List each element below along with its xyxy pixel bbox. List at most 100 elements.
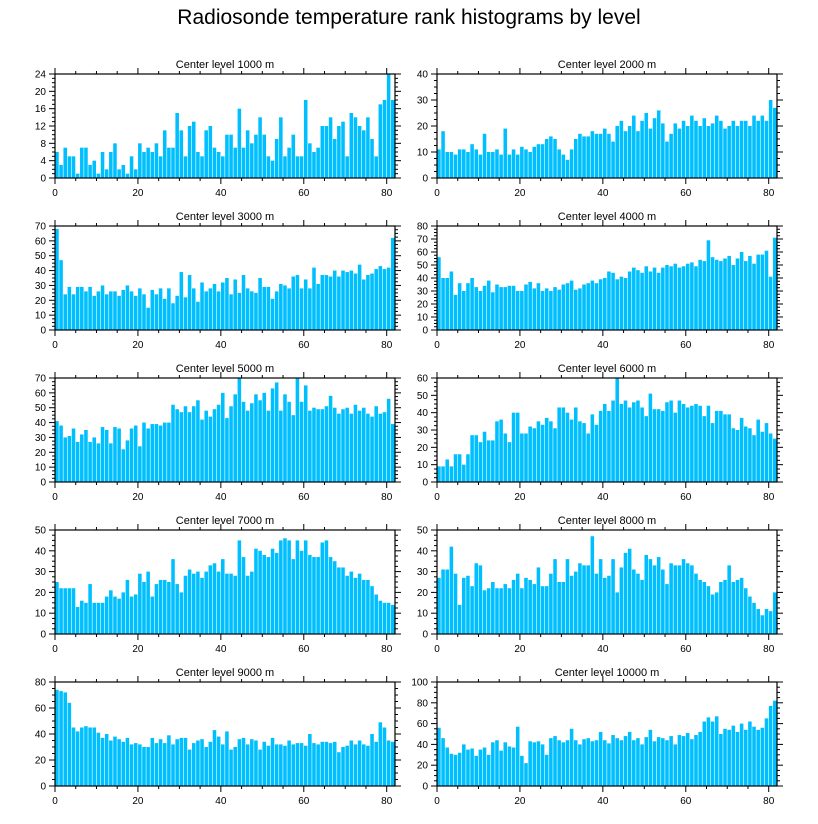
histogram-bar bbox=[378, 266, 383, 330]
histogram-bar bbox=[291, 744, 296, 786]
histogram-bar bbox=[357, 264, 362, 330]
histogram-bar bbox=[237, 739, 242, 786]
histogram-bar bbox=[457, 149, 462, 178]
histogram-bar bbox=[640, 579, 644, 634]
histogram-bar bbox=[308, 554, 312, 634]
histogram-bar bbox=[598, 731, 603, 786]
histogram-bar bbox=[366, 413, 370, 482]
y-tick-label: 0 bbox=[40, 478, 46, 489]
histogram-bar bbox=[154, 584, 159, 634]
histogram-bar bbox=[706, 717, 711, 786]
x-tick-label: 0 bbox=[434, 492, 440, 503]
histogram-bar bbox=[573, 571, 578, 634]
histogram-bar bbox=[291, 415, 296, 482]
histogram-bar bbox=[274, 291, 279, 330]
y-tick-label: 0 bbox=[422, 630, 428, 641]
histogram-bar bbox=[216, 152, 221, 178]
histogram-bar bbox=[291, 134, 296, 178]
histogram-bar bbox=[262, 286, 267, 330]
histogram-bar bbox=[549, 738, 553, 786]
histogram-bar bbox=[615, 279, 619, 330]
histogram-bar bbox=[345, 575, 349, 634]
histogram-bar bbox=[196, 400, 200, 482]
histogram-bar bbox=[370, 273, 374, 330]
histogram-bar bbox=[361, 407, 366, 482]
panel-title: Center level 2000 m bbox=[558, 59, 656, 71]
histogram-bar bbox=[63, 437, 67, 482]
histogram-bar bbox=[698, 126, 702, 178]
histogram-bar bbox=[495, 284, 499, 330]
y-tick-label: 50 bbox=[417, 526, 429, 537]
histogram-bar bbox=[714, 592, 719, 634]
histogram-bar bbox=[702, 721, 707, 786]
histogram-bar bbox=[117, 428, 121, 482]
histogram-bar bbox=[619, 404, 624, 482]
histogram-bar bbox=[698, 579, 702, 634]
histogram-bar bbox=[63, 692, 67, 786]
histogram-bar bbox=[474, 563, 479, 634]
histogram-bar bbox=[661, 123, 665, 178]
histogram-bar bbox=[183, 737, 188, 786]
histogram-bar bbox=[158, 579, 163, 634]
y-tick-label: 60 bbox=[417, 719, 429, 730]
histogram-bar bbox=[573, 289, 578, 330]
histogram-bar bbox=[536, 741, 541, 786]
histogram-bar bbox=[208, 126, 213, 178]
histogram-bar bbox=[690, 115, 694, 178]
histogram-bar bbox=[245, 575, 250, 634]
histogram-bar bbox=[361, 744, 366, 786]
histogram-bar bbox=[117, 295, 121, 330]
y-tick-label: 20 bbox=[35, 448, 47, 459]
histogram-bar bbox=[768, 705, 773, 786]
histogram-bar bbox=[129, 291, 134, 330]
histogram-bar bbox=[150, 596, 155, 634]
histogram-bar bbox=[665, 402, 669, 482]
histogram-bar bbox=[80, 434, 84, 482]
histogram-bar bbox=[154, 424, 159, 482]
histogram-bar bbox=[55, 152, 59, 178]
histogram-bar bbox=[303, 745, 308, 786]
histogram-bar bbox=[478, 291, 483, 330]
histogram-bar bbox=[578, 744, 582, 786]
histogram-bar bbox=[573, 407, 578, 482]
x-tick-label: 40 bbox=[215, 340, 227, 351]
x-tick-label: 60 bbox=[298, 492, 310, 503]
histogram-bar bbox=[549, 573, 553, 634]
histogram-bar bbox=[229, 294, 233, 330]
y-tick-label: 20 bbox=[417, 588, 429, 599]
histogram-bar bbox=[71, 294, 76, 330]
histogram-bar bbox=[200, 739, 204, 786]
histogram-bar bbox=[503, 742, 508, 786]
histogram-bar bbox=[723, 728, 727, 786]
histogram-bar bbox=[669, 266, 673, 330]
chart-panel: Center level 3000 m 0 20 40 60 80 0 10 20 30 40 50 6… bbox=[35, 211, 401, 351]
histogram-bar bbox=[719, 734, 723, 786]
histogram-bar bbox=[374, 594, 378, 634]
histogram-bar bbox=[332, 139, 337, 178]
histogram-bar bbox=[96, 443, 101, 482]
histogram-bar bbox=[258, 278, 262, 330]
histogram-bar bbox=[652, 267, 657, 330]
histogram-bar bbox=[88, 584, 92, 634]
histogram-bar bbox=[702, 118, 707, 178]
histogram-bar bbox=[586, 738, 590, 786]
histogram-bar bbox=[125, 285, 130, 330]
histogram-bar bbox=[250, 143, 254, 178]
histogram-bar bbox=[748, 596, 752, 634]
histogram-bar bbox=[279, 117, 283, 178]
histogram-bar bbox=[250, 403, 254, 482]
histogram-bar bbox=[462, 291, 466, 330]
histogram-bar bbox=[644, 554, 649, 634]
histogram-bar bbox=[138, 143, 142, 178]
histogram-bar bbox=[138, 446, 142, 482]
histogram-bar bbox=[299, 550, 304, 634]
histogram-bar bbox=[316, 147, 320, 178]
histogram-bar bbox=[353, 577, 358, 634]
histogram-bar bbox=[386, 740, 391, 786]
histogram-bar bbox=[150, 424, 155, 482]
histogram-bar bbox=[241, 557, 246, 634]
panel-title: Center level 10000 m bbox=[555, 667, 660, 679]
histogram-bar bbox=[561, 407, 566, 482]
histogram-bar bbox=[357, 410, 362, 482]
histogram-bar bbox=[179, 272, 184, 330]
